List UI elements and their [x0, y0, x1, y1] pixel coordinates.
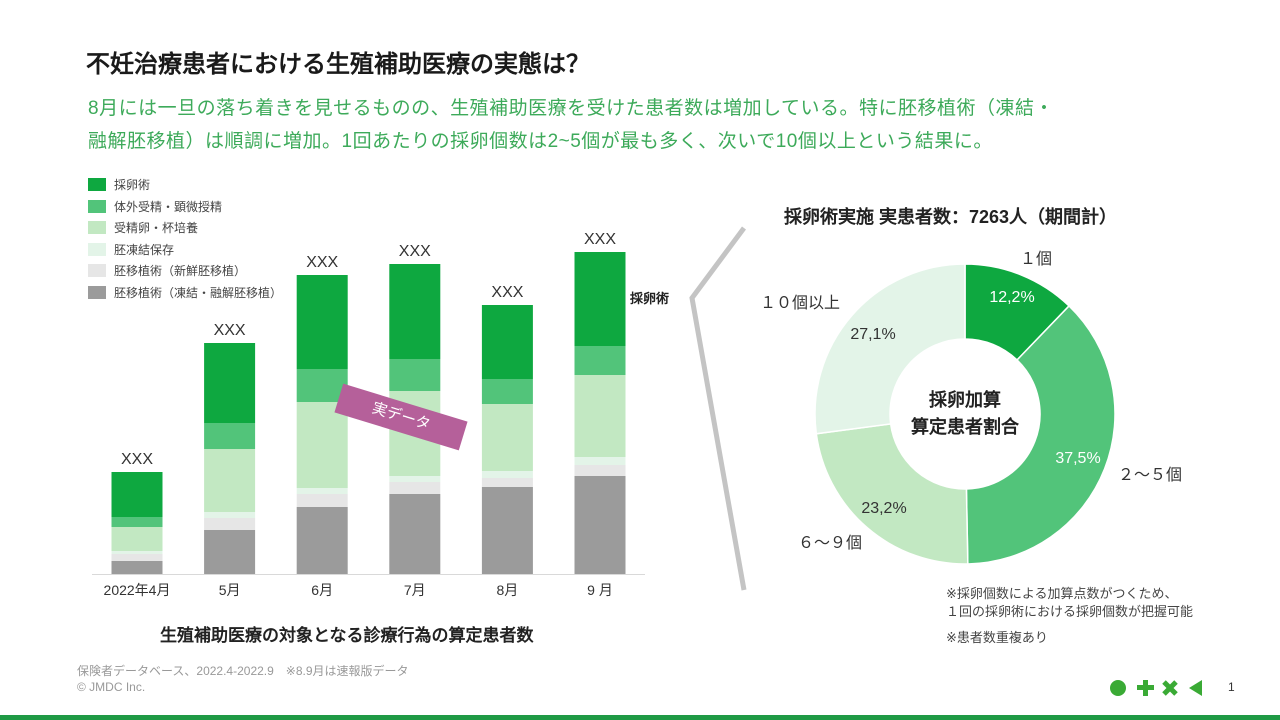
- legend-swatch: [88, 221, 106, 235]
- bar-chart-title: 生殖補助医療の対象となる診療行為の算定患者数: [160, 626, 534, 645]
- donut-value-label: 23,2%: [861, 500, 906, 517]
- legend-label: 採卵術: [114, 178, 151, 193]
- donut-slice: [815, 423, 969, 565]
- bar-segment: [204, 530, 256, 574]
- bar-segment: [481, 487, 533, 574]
- legend-item: 胚移植術（新鮮胚移植）: [88, 260, 282, 282]
- bar-total-label: XXX: [584, 231, 616, 248]
- legend-swatch: [88, 199, 106, 213]
- bar-total-label: XXX: [306, 254, 338, 271]
- bar-segment: [389, 476, 441, 482]
- source-note: 保険者データベース、2022.4-2022.9 ※8.9月は速報版データ: [77, 664, 409, 678]
- donut-slice: [814, 263, 966, 435]
- bar-segment: [111, 554, 163, 561]
- bar-segment: [574, 346, 626, 375]
- bar-segment: [481, 404, 533, 471]
- bar-segment: [389, 264, 441, 359]
- note-line-3: ※患者数重複あり: [946, 630, 1048, 645]
- donut-category-label: １０個以上: [760, 294, 840, 312]
- bar-segment: [111, 551, 163, 554]
- note-line-2: １回の採卵術における採卵個数が把握可能: [946, 604, 1194, 619]
- legend-label: 胚移植術（凍結・融解胚移植）: [114, 285, 283, 300]
- series-side-label: 採卵術: [630, 291, 669, 306]
- donut-value-label: 27,1%: [850, 326, 895, 343]
- copyright: © JMDC Inc.: [77, 680, 146, 694]
- x-tick-label: 2022年4月: [104, 582, 171, 598]
- donut-center-label: 算定患者割合: [911, 416, 1020, 437]
- callout-connector: [689, 226, 747, 591]
- donut-slice: [965, 304, 1116, 565]
- legend-item: 受精卵・杯培養: [88, 217, 282, 239]
- donut-category-label: ２～５個: [1118, 466, 1182, 484]
- subtitle-line-2: 融解胚移植）は順調に増加。1回あたりの採卵個数は2~5個が最も多く、次いで10個…: [88, 131, 993, 152]
- legend-item: 採卵術: [88, 174, 282, 196]
- bar-segment: [574, 252, 626, 346]
- legend-swatch: [88, 178, 106, 192]
- bar-segment: [111, 561, 163, 574]
- donut-center-label: 採卵加算: [929, 389, 1001, 410]
- bar-segment: [111, 517, 163, 527]
- donut-chart-title: 採卵術実施 実患者数：7263人（期間計）: [784, 207, 1118, 227]
- legend-label: 受精卵・杯培養: [114, 221, 199, 236]
- donut-value-label: 37,5%: [1055, 450, 1100, 467]
- bar-segment: [111, 527, 163, 551]
- bar-segment: [296, 402, 348, 488]
- bar-segment: [389, 359, 441, 391]
- bar-segment: [296, 507, 348, 574]
- x-tick-label: 8月: [497, 582, 519, 598]
- bar-segment: [481, 305, 533, 379]
- x-tick-label: 5月: [219, 582, 241, 598]
- legend-item: 胚凍結保存: [88, 239, 282, 261]
- bar-segment: [204, 512, 256, 518]
- bar-segment: [296, 488, 348, 494]
- bar-segment: [574, 457, 626, 465]
- bar-segment: [481, 478, 533, 487]
- bar-segment: [204, 343, 256, 423]
- subtitle-line-1: 8月には一旦の落ち着きを見せるものの、生殖補助医療を受けた患者数は増加している。…: [88, 98, 1054, 119]
- x-tick-label: 6月: [311, 582, 333, 598]
- note-line-1: ※採卵個数による加算点数がつくため、: [946, 586, 1178, 601]
- legend-swatch: [88, 242, 106, 256]
- bar-segment: [574, 476, 626, 574]
- legend-label: 体外受精・顕微授精: [114, 199, 223, 214]
- bar-segment: [111, 472, 163, 517]
- legend-item: 体外受精・顕微授精: [88, 196, 282, 218]
- bar-segment: [204, 423, 256, 449]
- bar-total-label: XXX: [214, 322, 246, 339]
- bar-segment: [389, 482, 441, 494]
- donut-value-label: 12,2%: [989, 289, 1034, 306]
- bar-chart-legend: 採卵術体外受精・顕微授精 受精卵・杯培養 胚凍結保存胚移植術（新鮮胚移植） 胚移植術（…: [88, 174, 282, 303]
- bar-segment: [204, 449, 256, 512]
- x-tick-label: 7月: [404, 582, 426, 598]
- bar-segment: [296, 494, 348, 507]
- bar-segment: [481, 471, 533, 478]
- page-title: 不妊治療患者における生殖補助医療の実態は？: [86, 51, 590, 78]
- legend-swatch: [88, 264, 106, 278]
- legend-item: 胚移植術（凍結・融解胚移植）: [88, 282, 282, 304]
- x-tick-label: 9 月: [587, 582, 613, 598]
- bar-segment: [296, 275, 348, 369]
- bar-segment: [574, 375, 626, 457]
- bar-total-label: XXX: [399, 243, 431, 260]
- donut-category-label: １個: [1020, 250, 1052, 268]
- bar-segment: [574, 465, 626, 476]
- bar-segment: [204, 518, 256, 530]
- bottom-accent-bar: [0, 715, 1280, 720]
- donut-category-label: ６～９個: [798, 534, 862, 552]
- bar-segment: [389, 494, 441, 574]
- bar-segment: [481, 379, 533, 404]
- legend-swatch: [88, 285, 106, 299]
- bar-total-label: XXX: [491, 284, 523, 301]
- bar-total-label: XXX: [121, 451, 153, 468]
- legend-label: 胚移植術（新鮮胚移植）: [114, 264, 247, 279]
- legend-label: 胚凍結保存: [114, 242, 175, 257]
- page-number: 1: [1228, 680, 1235, 694]
